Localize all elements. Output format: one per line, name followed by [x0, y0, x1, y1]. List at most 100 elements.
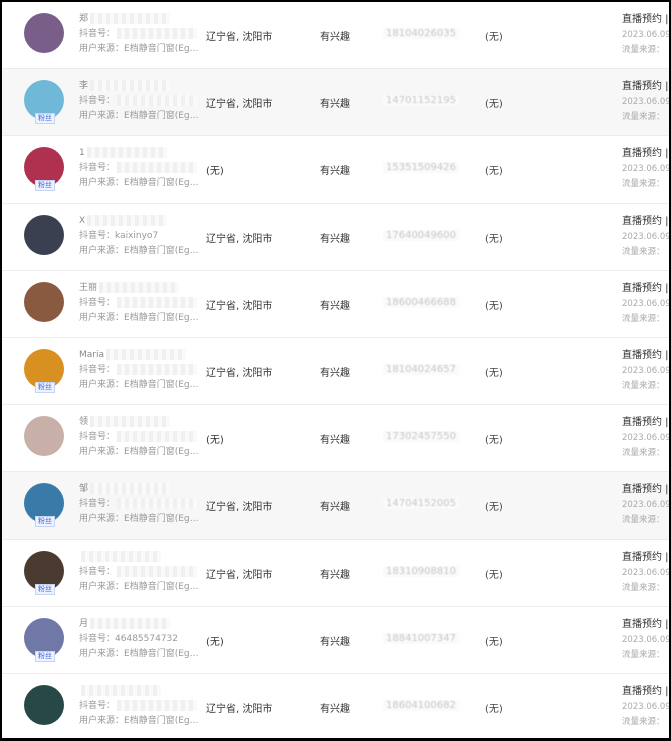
flow-source: 流量来源：: [622, 716, 665, 727]
avatar[interactable]: [24, 13, 64, 53]
customer-name[interactable]: 邹: [79, 482, 199, 497]
masked-text: [90, 483, 171, 495]
action-type[interactable]: 直播预约 |: [622, 282, 669, 294]
flow-source: 流量来源：: [622, 45, 665, 55]
action-date: 2023.06.09 1: [622, 701, 669, 712]
action-type[interactable]: 直播预约 |: [622, 551, 669, 563]
customer-name[interactable]: [79, 684, 199, 699]
source-label: 用户来源：: [79, 514, 125, 525]
masked-text: [90, 13, 171, 24]
customer-name[interactable]: 领: [79, 415, 199, 430]
customer-info: 1 抖音号： 用户来源：E档静音门窗(Ege...: [79, 146, 199, 191]
douyin-label: 抖音号：: [79, 29, 116, 39]
customer-name[interactable]: Maria: [79, 348, 199, 363]
avatar[interactable]: [24, 416, 64, 457]
action-type[interactable]: 直播预约 |: [622, 417, 669, 429]
masked-text: [90, 617, 171, 629]
source-value: E档静音门窗(Ege...: [124, 648, 199, 659]
action-type[interactable]: 直播预约 |: [622, 14, 669, 25]
action-date: 2023.06.09 1: [622, 365, 669, 376]
remark: (无): [485, 367, 503, 379]
action-type[interactable]: 直播预约 |: [622, 148, 669, 160]
table-row[interactable]: 粉丝 Maria 抖音号： 用户来源：E档静音门窗(Ege... 辽宁省, 沈阳…: [2, 337, 669, 406]
phone-number: 18104026035: [383, 28, 459, 39]
douyin-label: 抖音号：: [79, 96, 116, 107]
table-row[interactable]: 粉丝 抖音号： 用户来源：E档静音门窗(Ege... 辽宁省, 沈阳市 有兴趣 …: [2, 539, 669, 607]
action-date: 2023.06.09 1: [622, 30, 669, 40]
action-info: 直播预约 | 2023.06.09 1 流量来源：: [622, 146, 669, 192]
phone-number: 18310908810: [383, 565, 459, 577]
remark: (无): [485, 166, 503, 178]
masked-text: [106, 348, 186, 360]
avatar[interactable]: [24, 684, 64, 725]
flow-source: 流量来源：: [622, 246, 665, 257]
customer-name[interactable]: X: [79, 214, 199, 229]
user-source: 用户来源：E档静音门窗(Ege...: [79, 378, 199, 393]
douyin-label: 抖音号：: [79, 432, 116, 443]
table-row[interactable]: 粉丝 月 抖音号：46485574732 用户来源：E档静音门窗(Ege... …: [2, 606, 669, 674]
table-row[interactable]: 领 抖音号： 用户来源：E档静音门窗(Ege... (无) 有兴趣 173024…: [2, 405, 669, 473]
customer-name[interactable]: 郑: [79, 12, 199, 27]
source-value: E档静音门窗(Ege...: [124, 581, 199, 592]
action-type[interactable]: 直播预约 |: [622, 349, 669, 361]
remark: (无): [485, 233, 503, 245]
interest-status: 有兴趣: [320, 569, 350, 581]
table-row[interactable]: 粉丝 邹 抖音号： 用户来源：E档静音门窗(Ege... 辽宁省, 沈阳市 有兴…: [2, 472, 669, 540]
douyin-id: 抖音号：: [79, 94, 199, 109]
name-text: 王丽: [79, 282, 98, 293]
action-info: 直播预约 | 2023.06.09 1 流量来源：: [622, 348, 669, 394]
masked-text: [90, 416, 171, 428]
interest-status: 有兴趣: [320, 367, 350, 379]
douyin-label: 抖音号：: [79, 364, 116, 375]
masked-text: [99, 281, 180, 293]
douyin-id: 抖音号：: [79, 27, 199, 42]
interest-status: 有兴趣: [320, 636, 350, 648]
table-row[interactable]: X 抖音号：kaixinyo7 用户来源：E档静音门窗(Ege... 辽宁省, …: [2, 203, 669, 271]
table-row[interactable]: 抖音号： 用户来源：E档静音门窗(Ege... 辽宁省, 沈阳市 有兴趣 186…: [2, 673, 669, 738]
customer-info: X 抖音号：kaixinyo7 用户来源：E档静音门窗(Ege...: [79, 214, 199, 259]
avatar[interactable]: [24, 214, 64, 255]
douyin-id: 抖音号：: [79, 699, 199, 714]
customer-info: 邹 抖音号： 用户来源：E档静音门窗(Ege...: [79, 482, 199, 527]
douyin-value: [117, 498, 198, 510]
table-row[interactable]: 王丽 抖音号： 用户来源：E档静音门窗(Ege... 辽宁省, 沈阳市 有兴趣 …: [2, 270, 669, 338]
name-text: 月: [79, 618, 89, 629]
action-info: 直播预约 | 2023.06.09 1 流量来源：: [622, 482, 669, 528]
action-type[interactable]: 直播预约 |: [622, 215, 669, 227]
fan-badge: 粉丝: [35, 583, 55, 595]
user-source: 用户来源：E档静音门窗(Ege...: [79, 714, 199, 729]
remark: (无): [485, 502, 503, 514]
douyin-value: [117, 28, 198, 39]
remark: (无): [485, 300, 503, 312]
masked-text: [90, 80, 171, 92]
action-date: 2023.06.09 1: [622, 567, 669, 578]
fan-badge: 粉丝: [35, 180, 55, 192]
action-info: 直播预约 | 2023.06.09 1 流量来源：: [622, 684, 669, 730]
interest-status: 有兴趣: [320, 703, 350, 715]
action-type[interactable]: 直播预约 |: [622, 685, 669, 697]
user-source: 用户来源：E档静音门窗(Ege...: [79, 445, 199, 460]
customer-name[interactable]: 1: [79, 146, 199, 161]
fan-badge: 粉丝: [35, 113, 55, 125]
table-row[interactable]: 郑 抖音号： 用户来源：E档静音门窗(Ege... 辽宁省, 沈阳市 有兴趣 1…: [2, 2, 669, 70]
user-source: 用户来源：E档静音门窗(Ege...: [79, 647, 199, 662]
customer-info: 郑 抖音号： 用户来源：E档静音门窗(Ege...: [79, 12, 199, 57]
action-type[interactable]: 直播预约 |: [622, 484, 669, 496]
action-type[interactable]: 直播预约 |: [622, 618, 669, 630]
phone-number: 14701152195: [383, 95, 459, 107]
source-label: 用户来源：: [79, 379, 125, 390]
interest-status: 有兴趣: [320, 435, 350, 447]
remark: (无): [485, 99, 503, 111]
user-source: 用户来源：E档静音门窗(Ege...: [79, 311, 199, 326]
douyin-label: 抖音号：: [79, 163, 116, 174]
douyin-value: 46485574732: [115, 633, 179, 644]
table-row[interactable]: 粉丝 1 抖音号： 用户来源：E档静音门窗(Ege... (无) 有兴趣 153…: [2, 136, 669, 204]
customer-name[interactable]: 月: [79, 617, 199, 632]
table-row[interactable]: 粉丝 李 抖音号： 用户来源：E档静音门窗(Ege... 辽宁省, 沈阳市 有兴…: [2, 69, 669, 137]
avatar[interactable]: [24, 281, 64, 322]
action-type[interactable]: 直播预约 |: [622, 81, 669, 93]
customer-name[interactable]: 李: [79, 79, 199, 94]
customer-name[interactable]: [79, 550, 199, 565]
source-label: 用户来源：: [79, 111, 125, 122]
customer-name[interactable]: 王丽: [79, 281, 199, 296]
